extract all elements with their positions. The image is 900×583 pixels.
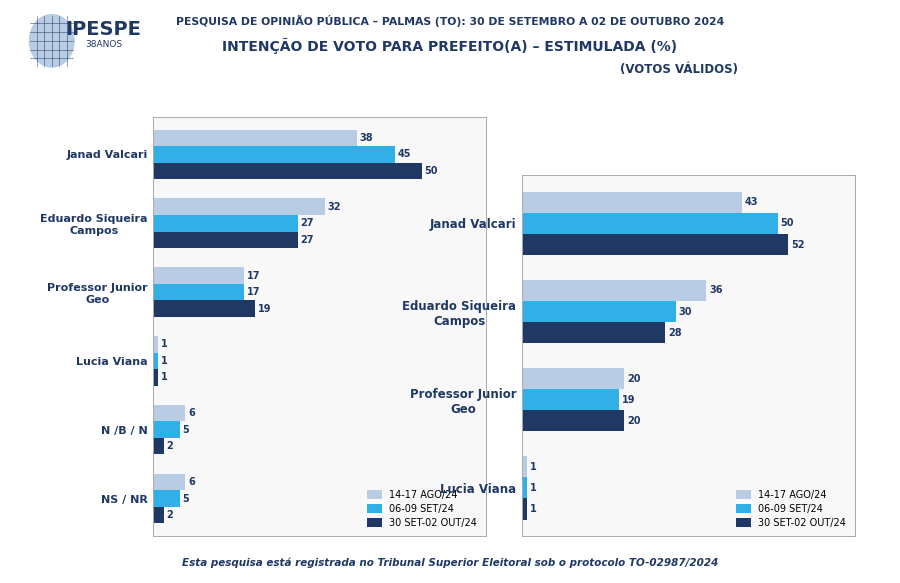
Bar (153, 300, 255, 317)
Bar (153, 369, 158, 386)
Bar (522, 456, 527, 477)
Text: 19: 19 (257, 304, 271, 314)
Legend: 14-17 AGO/24, 06-09 SET/24, 30 SET-02 OUT/24: 14-17 AGO/24, 06-09 SET/24, 30 SET-02 OU… (732, 486, 850, 532)
Bar (153, 438, 164, 455)
Text: 38ANOS: 38ANOS (85, 40, 122, 48)
Bar (153, 353, 158, 369)
Text: 19: 19 (622, 395, 635, 405)
Text: 20: 20 (627, 374, 641, 384)
Text: 36: 36 (709, 286, 723, 296)
Text: 17: 17 (247, 287, 260, 297)
Bar (153, 231, 298, 248)
Text: 20: 20 (627, 416, 641, 426)
Bar (153, 474, 185, 490)
Text: 1: 1 (530, 483, 536, 493)
Bar (522, 213, 778, 234)
Text: 2: 2 (166, 441, 173, 451)
Text: 1: 1 (530, 462, 536, 472)
Text: 50: 50 (424, 166, 437, 176)
Text: 28: 28 (668, 328, 681, 338)
Bar (522, 192, 742, 213)
Bar (153, 129, 357, 146)
Bar (153, 405, 185, 422)
Text: 2: 2 (166, 510, 173, 520)
Bar (522, 389, 619, 410)
Bar (522, 280, 706, 301)
Text: 1: 1 (161, 356, 167, 366)
Text: 27: 27 (301, 235, 314, 245)
Bar (153, 422, 180, 438)
Text: 43: 43 (745, 197, 759, 207)
Bar (153, 507, 164, 524)
Circle shape (30, 15, 74, 67)
Text: 38: 38 (360, 133, 373, 143)
Bar (153, 215, 298, 231)
Text: (VOTOS VÁLIDOS): (VOTOS VÁLIDOS) (620, 63, 739, 76)
Text: 6: 6 (188, 408, 194, 418)
Bar (522, 301, 676, 322)
Text: PESQUISA DE OPINIÃO PÚBLICA – PALMAS (TO): 30 DE SETEMBRO A 02 DE OUTUBRO 2024: PESQUISA DE OPINIÃO PÚBLICA – PALMAS (TO… (176, 15, 725, 27)
Text: 1: 1 (161, 339, 167, 349)
Text: 45: 45 (398, 149, 411, 159)
Bar (153, 267, 244, 284)
Text: 1: 1 (530, 504, 536, 514)
Text: 27: 27 (301, 218, 314, 229)
Text: 52: 52 (791, 240, 805, 250)
Text: 1: 1 (161, 373, 167, 382)
Bar (153, 284, 244, 300)
Text: Esta pesquisa está registrada no Tribunal Superior Eleitoral sob o protocolo TO-: Esta pesquisa está registrada no Tribuna… (182, 558, 718, 568)
Bar (522, 368, 625, 389)
Bar (153, 336, 158, 353)
Text: 6: 6 (188, 477, 194, 487)
Bar (522, 477, 527, 498)
Bar (153, 198, 325, 215)
Bar (153, 163, 421, 179)
Bar (522, 234, 788, 255)
Text: 32: 32 (328, 202, 341, 212)
Bar (522, 322, 665, 343)
Bar (153, 490, 180, 507)
Text: 30: 30 (679, 307, 692, 317)
Text: 50: 50 (780, 219, 794, 229)
Bar (153, 146, 395, 163)
Bar (522, 498, 527, 519)
Text: 17: 17 (247, 271, 260, 280)
Text: 5: 5 (183, 424, 189, 435)
Text: INTENÇÃO DE VOTO PARA PREFEITO(A) – ESTIMULADA (%): INTENÇÃO DE VOTO PARA PREFEITO(A) – ESTI… (222, 38, 678, 54)
Text: IPESPE: IPESPE (66, 20, 141, 40)
Legend: 14-17 AGO/24, 06-09 SET/24, 30 SET-02 OUT/24: 14-17 AGO/24, 06-09 SET/24, 30 SET-02 OU… (363, 486, 482, 532)
Bar (522, 410, 625, 431)
Text: 5: 5 (183, 494, 189, 504)
